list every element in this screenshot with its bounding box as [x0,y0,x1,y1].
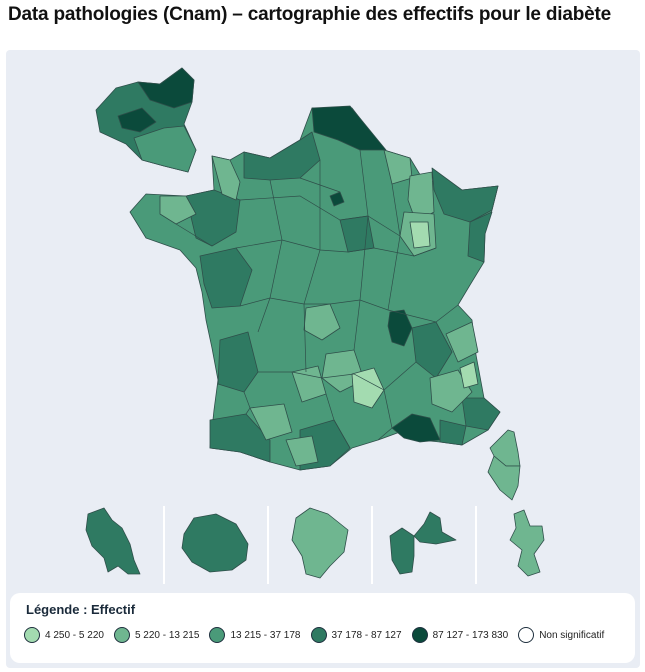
legend-label: 37 178 - 87 127 [331,629,402,641]
region-bretagne-north [159,195,197,225]
region-hautes-alpes-light [459,361,479,389]
region-bretagne-east [185,189,241,247]
legend: Légende : Effectif 4 250 - 5 220 5 220 -… [10,593,635,663]
guadeloupe-east [413,511,457,545]
legend-item[interactable]: Non significatif [518,627,604,643]
legend-label: 87 127 - 173 830 [432,629,509,641]
legend-title: Légende : Effectif [26,602,136,617]
legend-swatch-6 [518,627,535,643]
legend-item[interactable]: 5 220 - 13 215 [113,627,200,643]
region-hautes-alpes [445,321,479,363]
map-panel [6,50,640,668]
legend-label: 5 220 - 13 215 [134,629,200,641]
legend-items: 4 250 - 5 220 5 220 - 13 215 13 215 - 37… [24,627,614,643]
region-gironde [217,331,259,393]
legend-item[interactable]: 4 250 - 5 220 [24,627,104,643]
inset-seine [117,107,157,133]
guyane [291,507,349,579]
inset-south [133,125,197,173]
corsica-south [487,455,521,501]
legend-swatch-3 [209,627,226,643]
region-grand-est [431,167,499,223]
mayotte [509,509,545,577]
region-rhone [387,309,413,347]
region-drome [429,369,473,413]
region-alsace [467,211,493,263]
france-map [85,67,545,584]
legend-swatch-1 [24,627,40,643]
region-cantal [351,367,385,409]
martinique [85,507,141,575]
legend-label: Non significatif [539,629,605,641]
region-var [439,419,467,446]
legend-item[interactable]: 87 127 - 173 830 [411,627,509,643]
legend-label: 4 250 - 5 220 [45,629,104,641]
page-title: Data pathologies (Cnam) – cartographie d… [8,4,611,25]
region-alpes-maritimes [461,397,501,431]
department-borders [175,149,459,449]
region-isere [411,321,453,379]
region-gers [249,403,293,441]
inset-paris-dark [137,67,195,109]
legend-swatch-4 [310,627,327,643]
legend-label: 13 215 - 37 178 [230,629,301,641]
reunion [181,513,249,573]
legend-item[interactable]: 37 178 - 87 127 [310,627,402,643]
legend-item[interactable]: 13 215 - 37 178 [209,627,301,643]
region-haute-loire [409,221,431,249]
region-paris [329,191,345,207]
legend-swatch-5 [411,627,428,643]
region-ariege [285,435,319,467]
region-cotentin [211,155,241,201]
guadeloupe-west [389,527,415,575]
legend-swatch-2 [113,627,130,643]
